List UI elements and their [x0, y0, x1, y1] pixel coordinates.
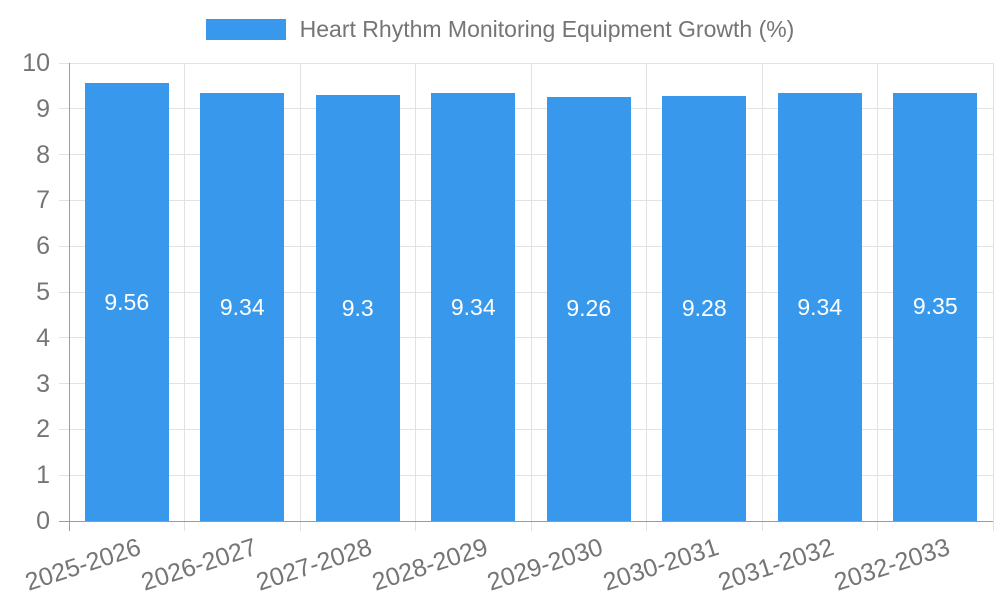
- grid-line-h: [59, 154, 993, 156]
- y-axis-line: [68, 63, 70, 531]
- grid-line-h: [59, 245, 993, 247]
- bar[interactable]: 9.28: [662, 95, 747, 521]
- y-tick-label: 0: [36, 507, 50, 535]
- x-tick-label: 2025-2026: [22, 533, 145, 597]
- bar[interactable]: 9.56: [84, 83, 169, 521]
- grid-line-v: [415, 63, 416, 531]
- plot-area: 0 1 2 3 4 5 6 7 8 9 10 9.56 2025-2026 9.34 2026-2027 9.…: [22, 49, 994, 597]
- y-tick-label: 7: [36, 186, 50, 215]
- grid-line-v: [992, 63, 994, 531]
- grid-line-h: [59, 108, 993, 110]
- grid-line-h: [59, 474, 993, 476]
- grid-line-h: [59, 428, 993, 430]
- bar[interactable]: 9.26: [546, 96, 631, 521]
- x-tick-label: 2026-2027: [137, 533, 260, 597]
- bar[interactable]: 9.3: [315, 95, 400, 521]
- bar-value-label: 9.34: [219, 293, 265, 320]
- grid-line-h: [59, 62, 993, 64]
- bar-value-label: 9.34: [450, 293, 496, 320]
- bar[interactable]: 9.35: [893, 92, 978, 521]
- grid-line-v: [184, 63, 185, 531]
- y-tick-label: 8: [36, 140, 50, 169]
- bar-value-label: 9.34: [797, 293, 843, 320]
- grid-line-v: [530, 63, 532, 531]
- bar[interactable]: 9.34: [777, 93, 862, 521]
- grid-line-v: [299, 63, 301, 531]
- bar-value-label: 9.3: [341, 294, 374, 321]
- legend-swatch-icon: [205, 19, 286, 40]
- grid-line-h: [59, 337, 993, 339]
- grid-line-v: [877, 63, 878, 531]
- y-tick-label: 1: [36, 461, 50, 490]
- y-tick-label: 10: [22, 49, 50, 77]
- y-tick-label: 3: [36, 369, 50, 398]
- grid-line-h: [59, 291, 993, 293]
- bar-value-label: 9.28: [681, 294, 727, 321]
- legend-item[interactable]: Heart Rhythm Monitoring Equipment Growth…: [205, 16, 795, 43]
- y-tick-label: 5: [36, 278, 50, 306]
- x-tick-label: 2027-2028: [253, 533, 376, 597]
- x-tick-label: 2028-2029: [368, 533, 491, 597]
- legend-label: Heart Rhythm Monitoring Equipment Growth…: [299, 16, 795, 42]
- x-tick-label: 2031-2032: [715, 533, 838, 597]
- y-tick-label: 6: [36, 232, 50, 261]
- legend: Heart Rhythm Monitoring Equipment Growth…: [0, 16, 1000, 43]
- grid-line-v: [646, 63, 647, 531]
- bar[interactable]: 9.34: [431, 93, 516, 521]
- bar[interactable]: 9.34: [200, 93, 285, 521]
- y-tick-label: 2: [36, 415, 50, 444]
- bar-value-label: 9.35: [912, 293, 958, 320]
- grid-line-h: [59, 199, 993, 201]
- x-tick-label: 2032-2033: [830, 533, 953, 597]
- x-axis-baseline: [59, 520, 993, 522]
- x-tick-label: 2029-2030: [484, 533, 607, 597]
- y-tick-label: 4: [36, 323, 50, 352]
- bar-value-label: 9.26: [566, 295, 612, 322]
- y-tick-label: 9: [36, 94, 50, 123]
- grid-line-h: [59, 383, 993, 385]
- bar-value-label: 9.56: [104, 288, 150, 315]
- x-tick-label: 2030-2031: [599, 533, 722, 597]
- grid-line-v: [761, 63, 763, 531]
